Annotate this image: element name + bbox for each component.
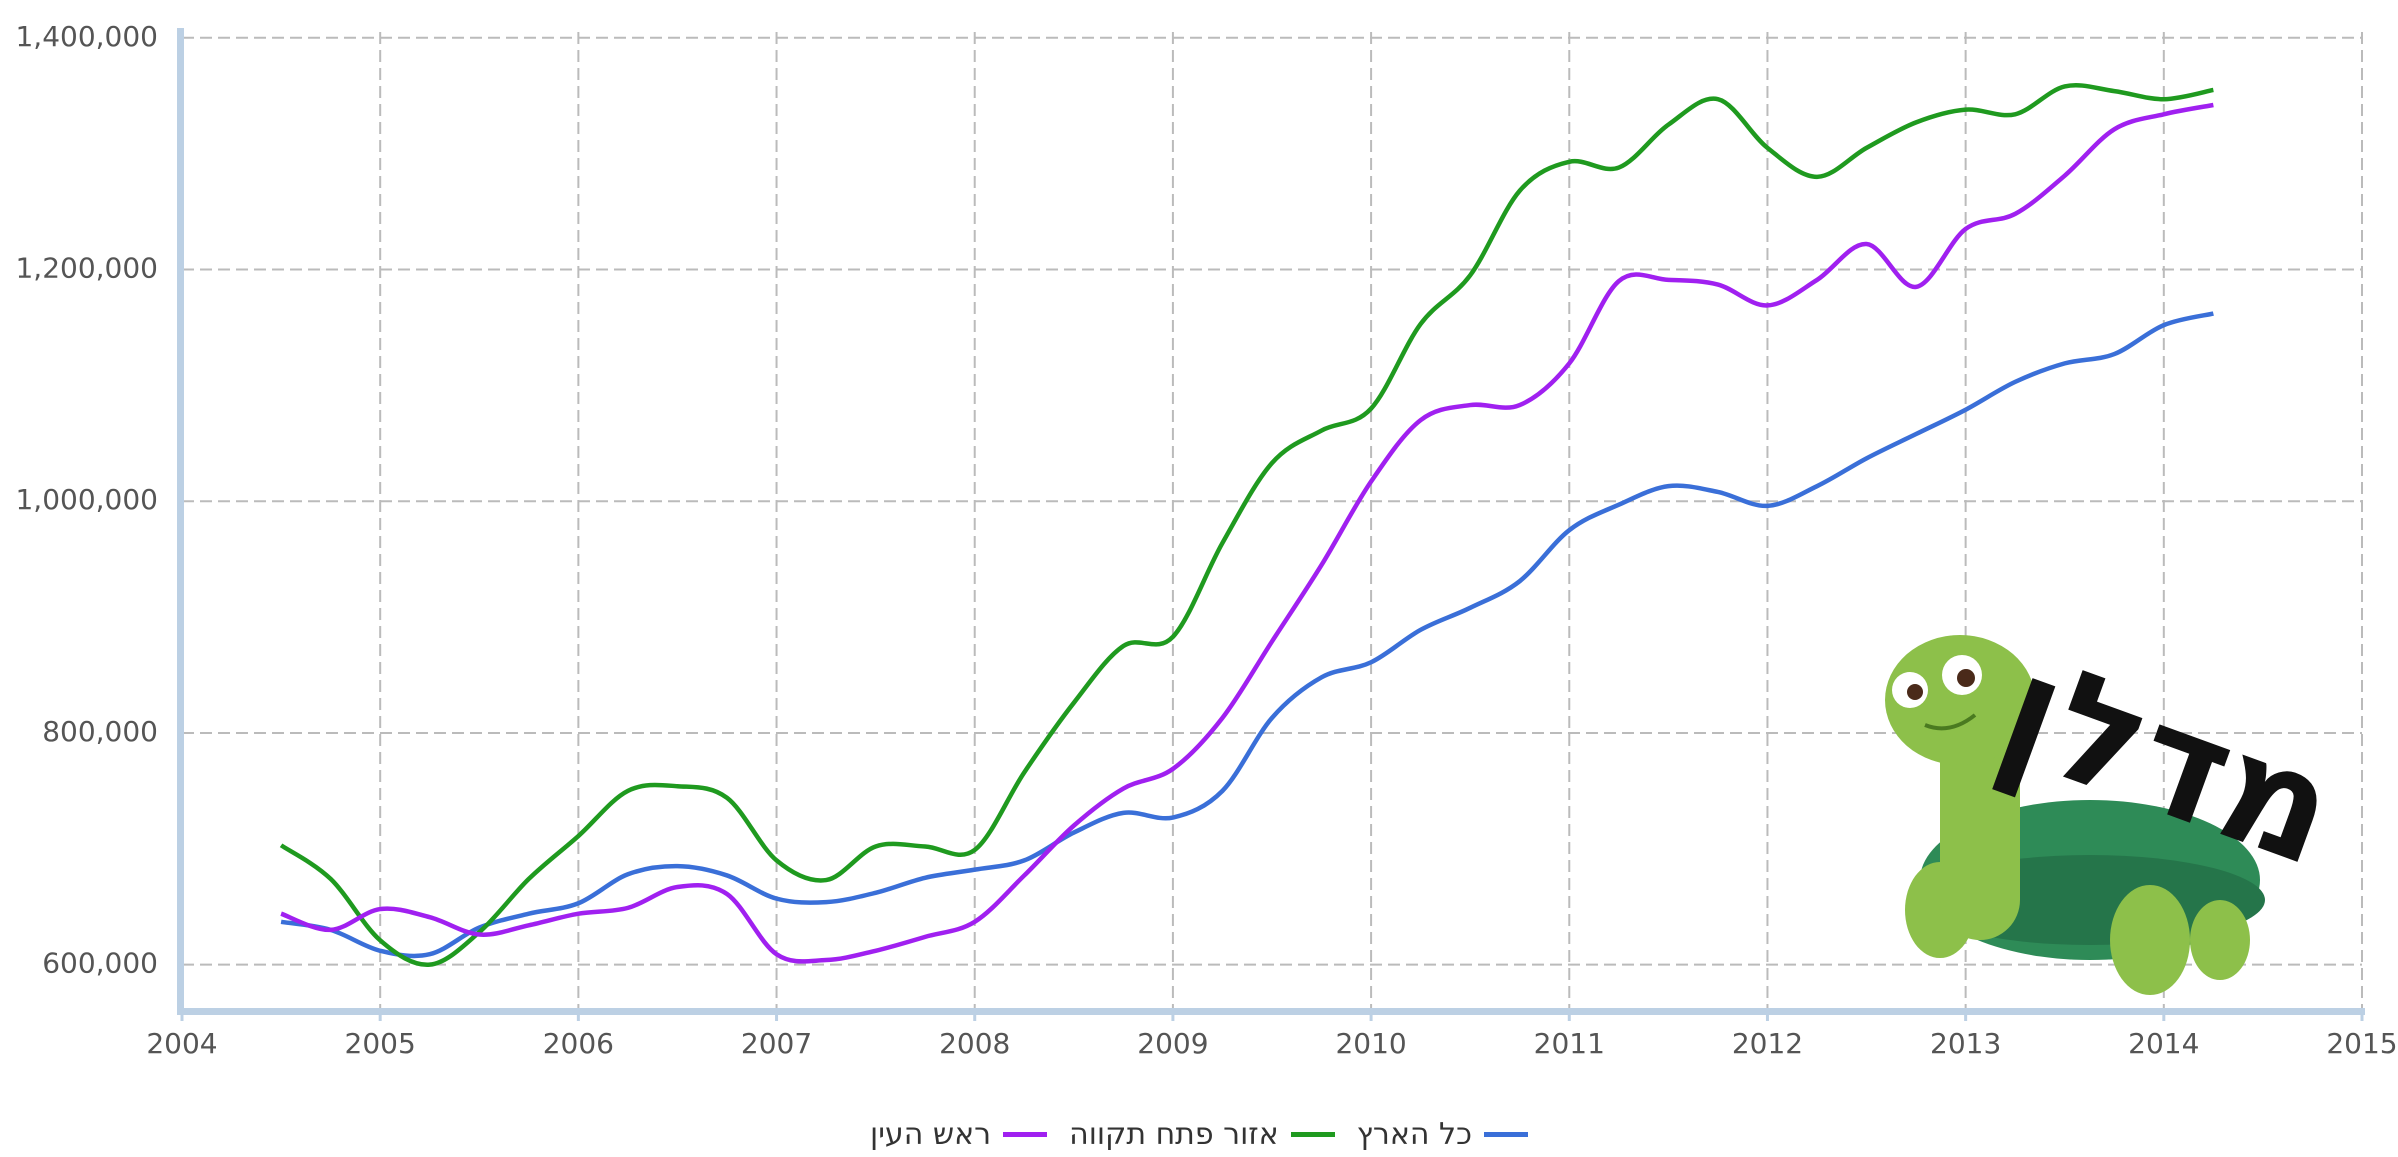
page: 600,000 800,000 1,000,000 1,200,000 1,400,00… (0, 0, 2398, 1157)
y-axis (177, 28, 184, 1015)
legend-item: כל הארץ (1357, 1112, 1528, 1156)
legend-label: אזור פתח תקווה (1069, 1117, 1279, 1152)
chart: 600,000 800,000 1,000,000 1,200,000 1,400,00… (0, 0, 2398, 1110)
legend-marker (1291, 1132, 1335, 1137)
x-tick-label: 2005 (345, 1027, 416, 1060)
x-tick-label: 2004 (146, 1027, 217, 1060)
y-tick-label: 600,000 (42, 947, 158, 980)
series-line (281, 105, 2213, 961)
series-line (281, 314, 2213, 956)
legend-item: אזור פתח תקווה (1069, 1112, 1335, 1156)
x-tick-label: 2014 (2128, 1027, 2199, 1060)
y-tick-label: 800,000 (42, 715, 158, 748)
x-axis (177, 1008, 2365, 1015)
x-tick-label: 2008 (939, 1027, 1010, 1060)
x-tick-label: 2012 (1732, 1027, 1803, 1060)
x-tick-label: 2015 (2326, 1027, 2397, 1060)
x-tick-label: 2010 (1335, 1027, 1406, 1060)
legend: כל הארץ אזור פתח תקווה ראש העין (0, 1112, 2398, 1156)
x-tick-label: 2006 (543, 1027, 614, 1060)
y-tick-label: 1,400,000 (15, 20, 158, 53)
x-tick-label: 2011 (1534, 1027, 1605, 1060)
y-tick-label: 1,000,000 (15, 483, 158, 516)
x-tick-label: 2007 (741, 1027, 812, 1060)
y-tick-label: 1,200,000 (15, 252, 158, 285)
legend-marker (1003, 1132, 1047, 1137)
legend-marker (1484, 1132, 1528, 1137)
legend-label: ראש העין (870, 1117, 991, 1152)
x-tick-label: 2013 (1930, 1027, 2001, 1060)
series-line (281, 85, 2213, 965)
x-tick-label: 2009 (1137, 1027, 1208, 1060)
legend-item: ראש העין (870, 1112, 1047, 1156)
legend-label: כל הארץ (1357, 1117, 1472, 1152)
